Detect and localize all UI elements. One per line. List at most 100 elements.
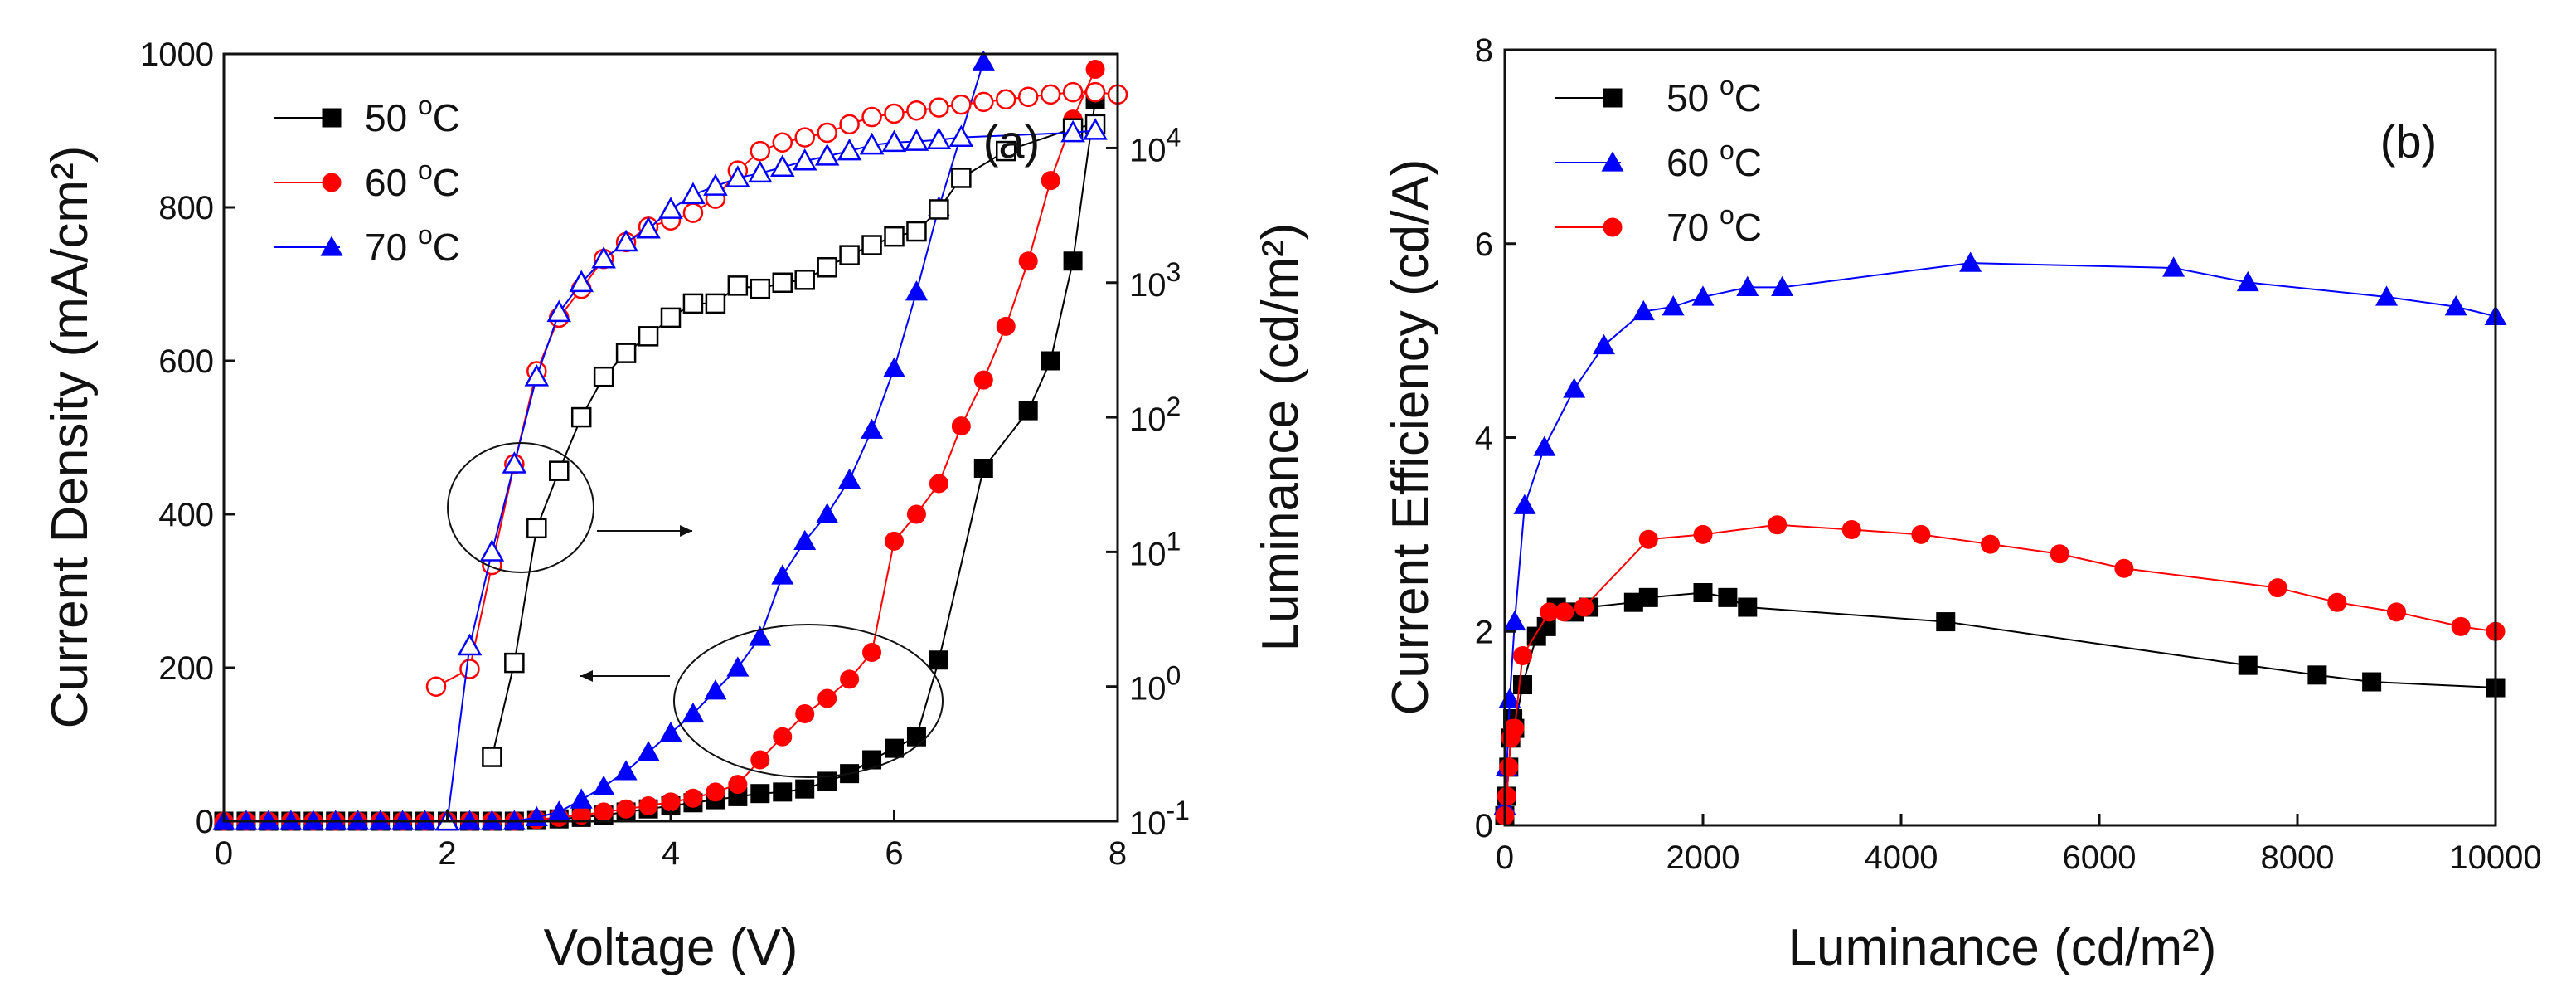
panel-a-current-density-series-1-point: [906, 504, 926, 524]
panel-a-current-density-series-2-point: [793, 529, 817, 550]
panel-b-series-2-point: [2114, 558, 2134, 578]
panel-b-series-2-point: [1693, 524, 1713, 544]
panel-b-x-tick-label: 2000: [1666, 839, 1740, 876]
panel-a-luminance-series-2-point: [524, 363, 550, 387]
panel-b-series-0-point: [2362, 672, 2382, 692]
panel-a-current-density-series-2-point: [883, 357, 905, 377]
panel-a-luminance-series-2-point: [479, 539, 505, 562]
panel-a-right-y-tick-label: 10-1: [1129, 795, 1190, 842]
panel-b-series-0-point: [2238, 655, 2258, 675]
panel-a-current-density-series-0-point: [1041, 351, 1060, 371]
panel-a-luminance-series-0-point: [593, 366, 614, 387]
panel-a-x-tick-label: 0: [215, 835, 233, 872]
panel-a-left-y-tick-label: 400: [158, 497, 214, 533]
panel-a-current-density-series-0-point: [973, 459, 993, 478]
panel-b-series-2-point: [1497, 786, 1516, 806]
panel-a-x-tick-label: 2: [438, 835, 456, 872]
panel-a-luminance-series-0-point: [884, 226, 905, 247]
panel-a-luminance-series-0-point: [705, 293, 726, 314]
panel-a-current-density-series-2-point: [704, 679, 727, 700]
panel-b-series-1-point: [1959, 251, 1982, 272]
panel-a-luminance-series-2-point: [769, 154, 795, 177]
panel-b-legend-marker: [1601, 151, 1624, 172]
panel-a-luminance-series-0-point: [750, 278, 771, 299]
panel-a-current-density-series-2-point: [972, 50, 995, 71]
panel-b-series-2-point: [1513, 645, 1533, 665]
panel-a-luminance-series-1-point: [459, 659, 480, 679]
panel-a-x-tick-label: 8: [1109, 835, 1127, 872]
panel-a-current-density-series-0-point: [906, 727, 926, 747]
panel-a-current-density-series-0-point: [1063, 251, 1083, 271]
panel-a-luminance-series-0-point: [638, 326, 659, 347]
panel-a-luminance-series-0-point: [861, 235, 882, 255]
panel-a-left-y-tick-label: 200: [158, 650, 214, 687]
panel-a-current-density-series-2-point: [592, 775, 615, 795]
panel-b-series-2-point: [1555, 602, 1574, 622]
panel-b-x-tick-label: 8000: [2261, 839, 2335, 876]
panel-a-luminance-series-1-point: [750, 140, 771, 162]
panel-b-plot-frame: [1503, 48, 2497, 827]
panel-a-luminance-series-1-line: [435, 91, 1118, 688]
panel-a-luminance-series-1-point: [861, 106, 882, 128]
panel-a-luminance-series-2-point: [569, 270, 594, 293]
panel-a-luminance-series-2-point: [948, 124, 974, 147]
panel-a-left-y-tick-label: 800: [158, 190, 214, 226]
panel-a-luminance-series-2-line: [446, 129, 1096, 822]
panel-a-current-density-series-1-point: [683, 788, 703, 808]
panel-a-left-y-tick-label: 0: [196, 804, 214, 840]
panel-a-luminance-series-1-point: [996, 89, 1016, 109]
panel-a-current-density-series-1-point: [661, 792, 681, 812]
panel-a-luminance-series-2-point: [904, 129, 929, 151]
panel-a-luminance-series-1-point: [973, 91, 994, 113]
panel-a-right-y-tick-label: 100: [1129, 661, 1181, 708]
panel-a-luminance-series-0-point: [839, 245, 860, 265]
panel-a-current-density-series-1-point: [951, 416, 971, 436]
panel-b-series-2-point: [2387, 602, 2406, 622]
panel-a-left-y-axis-title: Current Density (mA/cm²): [41, 146, 99, 729]
panel-b-series-2-point: [2268, 578, 2287, 598]
panel-b-series-0-point: [1738, 597, 1758, 617]
panel-b-series-1-point: [1691, 285, 1715, 306]
panel-a-current-density-series-0-point: [1018, 401, 1038, 421]
panel-a-luminance-series-0-point: [549, 460, 570, 481]
panel-a-luminance-series-2-point: [837, 138, 862, 161]
panel-a-luminance-series-1-point: [906, 100, 927, 121]
panel-b-y-axis-title: Current Efficiency (cd/A): [1382, 159, 1439, 716]
panel-b-legend-marker: [1603, 217, 1623, 237]
panel-b-x-tick-label: 0: [1496, 839, 1514, 876]
panel-a-luminance-series-0-point: [615, 343, 637, 363]
panel-b-series-1-point: [1513, 494, 1536, 514]
panel-a-luminance-series-2-point: [748, 160, 773, 183]
panel-a-current-density-series-2-point: [905, 280, 928, 301]
panel-a-current-density-series-2-point: [637, 741, 660, 761]
panel-a-current-density-series-2-point: [614, 760, 638, 781]
panel-a-luminance-series-2-point: [1060, 119, 1085, 143]
panel-b-series-2-point: [1505, 718, 1525, 738]
panel-a-x-ticks: 0 2 4 6 8: [215, 810, 1127, 872]
panel-a-current-density-series-1-point: [706, 782, 725, 802]
panel-b-legend-label: 70 oC: [1666, 200, 1762, 249]
panel-b-series-2-point: [2327, 592, 2347, 612]
panel-a-current-density-series-1-point: [594, 802, 614, 822]
panel-b-series-0-point: [1638, 587, 1658, 607]
panel-a-current-density-series-1-point: [885, 531, 904, 551]
panel-b-chart: 0 2000 4000 6000 8000 10000 0 2 4 6 8 Luminance (…: [1382, 32, 2542, 976]
panel-a-right-y-tick-label: 101: [1129, 526, 1181, 572]
panel-a-current-density-series-0-point: [773, 782, 793, 802]
panel-a-current-density-series-0-point: [795, 779, 815, 799]
panel-a-current-density-series-1-point: [773, 727, 793, 747]
panel-b-y-tick-label: 0: [1475, 808, 1493, 844]
panel-a-luminance-series-0-point: [727, 275, 749, 296]
panel-b-series-2-point: [1499, 757, 1519, 777]
panel-a-luminance-series-0-point: [929, 199, 949, 220]
panel-a-right-y-tick-label: 102: [1129, 392, 1181, 438]
panel-a-legend: 50 oC 60 oC 70 oC: [274, 90, 460, 269]
panel-b-series-1-point: [1533, 435, 1556, 456]
panel-a-luminance-series-1-point: [1040, 84, 1061, 105]
panel-a-luminance-series-0-point: [682, 293, 704, 314]
panel-a-current-density-series-2-point: [861, 418, 884, 439]
panel-b-series-1-point: [2375, 285, 2399, 306]
panel-a-current-density-series-1-point: [862, 643, 882, 662]
panel-a-luminance-series-0-point: [951, 168, 972, 188]
panel-a-luminance-series-2-point: [926, 127, 952, 149]
